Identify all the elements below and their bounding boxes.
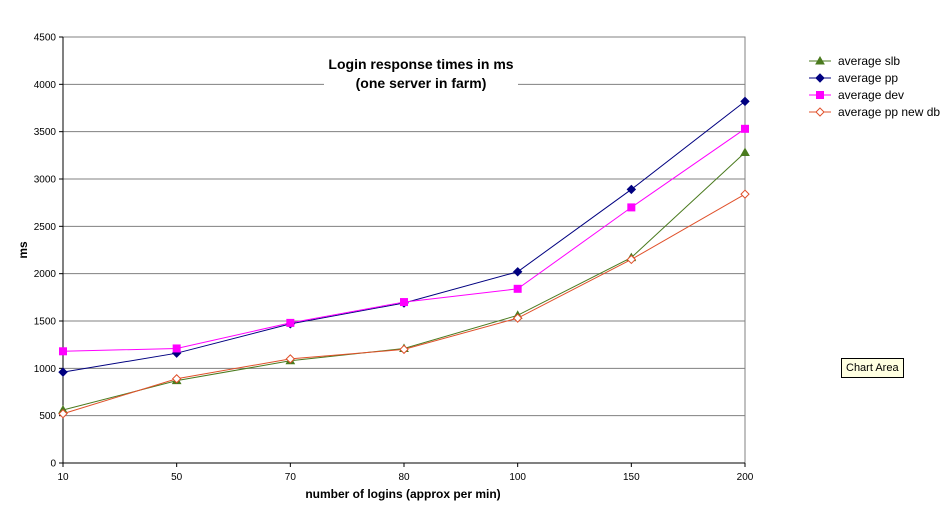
x-tick-label: 70 — [285, 472, 297, 483]
x-tick-label: 150 — [623, 472, 640, 483]
data-point — [512, 267, 523, 277]
data-point — [172, 344, 181, 353]
y-tick-label: 0 — [50, 459, 56, 470]
legend-swatch-marker — [815, 107, 825, 117]
data-point — [286, 318, 295, 327]
chart-title-background — [324, 52, 518, 94]
chart-title-line-2: (one server in farm) — [356, 75, 487, 91]
x-tick-label: 100 — [509, 472, 526, 483]
legend-item[interactable]: average dev — [809, 88, 904, 102]
data-point — [400, 298, 408, 307]
legend-item[interactable]: average pp — [809, 71, 898, 85]
y-tick-label: 1000 — [34, 364, 57, 375]
legend-item[interactable]: average pp new db — [809, 105, 940, 119]
data-point — [58, 367, 68, 377]
data-point — [626, 254, 637, 265]
data-point — [171, 374, 182, 384]
data-point — [740, 189, 750, 199]
plot-area[interactable] — [62, 36, 746, 464]
data-point — [740, 96, 750, 107]
chart-area-tooltip: Chart Area — [841, 358, 904, 378]
legend-swatch-marker — [815, 55, 825, 65]
legend[interactable]: average slb average pp average dev average … — [809, 54, 940, 119]
x-tick-label: 80 — [398, 472, 410, 483]
data-point — [740, 147, 750, 156]
series-average-slb — [58, 147, 750, 414]
data-point — [741, 124, 749, 133]
x-tick-label: 50 — [171, 472, 183, 483]
series-line[interactable] — [62, 152, 746, 411]
data-point — [285, 354, 296, 364]
x-tick-label: 10 — [57, 472, 69, 483]
legend-label: average pp — [838, 71, 898, 85]
series-line[interactable] — [62, 128, 746, 352]
axes: 0 500 1000 1500 2000 2500 3000 3500 4000 4500 10 50… — [34, 33, 754, 484]
y-axis-label: ms — [16, 241, 30, 259]
series-line[interactable] — [62, 100, 746, 373]
y-tick-label: 2500 — [34, 222, 57, 233]
y-tick-label: 500 — [39, 411, 56, 422]
y-tick-label: 1500 — [34, 317, 57, 328]
data-point — [626, 184, 637, 195]
series-average-dev — [59, 124, 749, 356]
y-tick-label: 3000 — [34, 175, 57, 186]
legend-label: average dev — [838, 88, 904, 102]
legend-swatch-marker — [816, 91, 824, 99]
legend-label: average slb — [838, 54, 900, 68]
series-average-pp — [58, 96, 750, 377]
x-tick-label: 200 — [737, 472, 754, 483]
data-point — [58, 409, 68, 419]
x-axis-label: number of logins (approx per min) — [305, 487, 500, 501]
data-point — [59, 347, 67, 356]
y-tick-label: 2000 — [34, 269, 57, 280]
legend-swatch-marker — [815, 73, 825, 83]
series — [58, 96, 750, 419]
data-point — [399, 344, 409, 355]
data-point — [512, 313, 523, 323]
y-tick-label: 3500 — [34, 127, 57, 138]
series-average-pp-new-db — [58, 189, 750, 419]
y-tick-label: 4500 — [34, 33, 57, 44]
chart-title-line-1: Login response times in ms — [328, 56, 513, 72]
y-tick-label: 4000 — [34, 80, 57, 91]
data-point — [513, 284, 522, 293]
data-point — [627, 203, 636, 212]
legend-item[interactable]: average slb — [809, 54, 900, 68]
legend-label: average pp new db — [838, 105, 940, 119]
